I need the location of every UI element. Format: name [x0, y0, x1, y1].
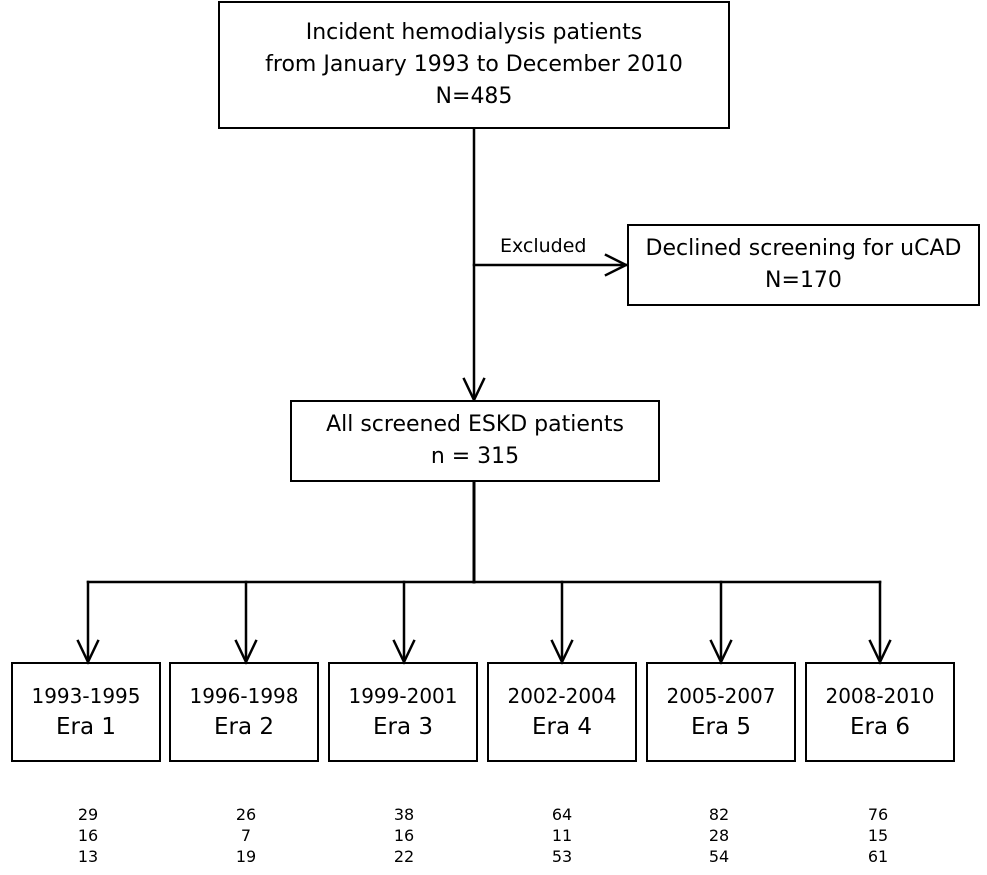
era-value: 15	[867, 826, 889, 845]
era-value: 82	[708, 805, 730, 824]
screened-patients-box: All screened ESKD patients n = 315	[290, 400, 660, 482]
era-value: 28	[708, 826, 730, 845]
era-value: 16	[393, 826, 415, 845]
screened-count: n = 315	[430, 444, 520, 469]
era-box-5: 2005-2007 Era 5	[646, 662, 796, 762]
era-years: 1999-2001	[348, 684, 458, 708]
era-name: Era 6	[849, 714, 911, 740]
era-name: Era 3	[372, 714, 434, 740]
era-6-values: 76 15 61	[838, 804, 918, 867]
era-value: 16	[77, 826, 99, 845]
era-1-values: 29 16 13	[48, 804, 128, 867]
era-years: 2005-2007	[666, 684, 776, 708]
era-value: 29	[77, 805, 99, 824]
era-box-3: 1999-2001 Era 3	[328, 662, 478, 762]
era-name: Era 4	[531, 714, 593, 740]
era-value: 13	[77, 847, 99, 866]
incident-period: from January 1993 to December 2010	[265, 52, 683, 77]
incident-title: Incident hemodialysis patients	[305, 20, 643, 45]
declined-title: Declined screening for uCAD	[645, 236, 962, 261]
era-value: 26	[235, 805, 257, 824]
era-box-2: 1996-1998 Era 2	[169, 662, 319, 762]
era-value: 22	[393, 847, 415, 866]
era-years: 1996-1998	[189, 684, 299, 708]
declined-count: N=170	[765, 268, 842, 293]
era-value: 7	[240, 826, 252, 845]
era-value: 11	[551, 826, 573, 845]
era-box-4: 2002-2004 Era 4	[487, 662, 637, 762]
era-3-values: 38 16 22	[364, 804, 444, 867]
era-name: Era 5	[690, 714, 752, 740]
era-years: 1993-1995	[31, 684, 141, 708]
era-value: 61	[867, 847, 889, 866]
era-years: 2002-2004	[507, 684, 617, 708]
era-2-values: 26 7 19	[206, 804, 286, 867]
era-value: 64	[551, 805, 573, 824]
era-value: 76	[867, 805, 889, 824]
excluded-label: Excluded	[500, 235, 587, 257]
era-4-values: 64 11 53	[522, 804, 602, 867]
era-name: Era 2	[213, 714, 275, 740]
screened-title: All screened ESKD patients	[326, 412, 624, 437]
incident-patients-box: Incident hemodialysis patients from Janu…	[218, 1, 730, 129]
era-value: 19	[235, 847, 257, 866]
incident-count: N=485	[435, 84, 513, 109]
era-value: 54	[708, 847, 730, 866]
era-value: 53	[551, 847, 573, 866]
era-box-6: 2008-2010 Era 6	[805, 662, 955, 762]
declined-screening-box: Declined screening for uCAD N=170	[627, 224, 980, 306]
era-5-values: 82 28 54	[679, 804, 759, 867]
exclusion-arrowhead	[604, 253, 629, 277]
era-box-1: 1993-1995 Era 1	[11, 662, 161, 762]
era-years: 2008-2010	[825, 684, 935, 708]
era-value: 38	[393, 805, 415, 824]
era-name: Era 1	[55, 714, 117, 740]
